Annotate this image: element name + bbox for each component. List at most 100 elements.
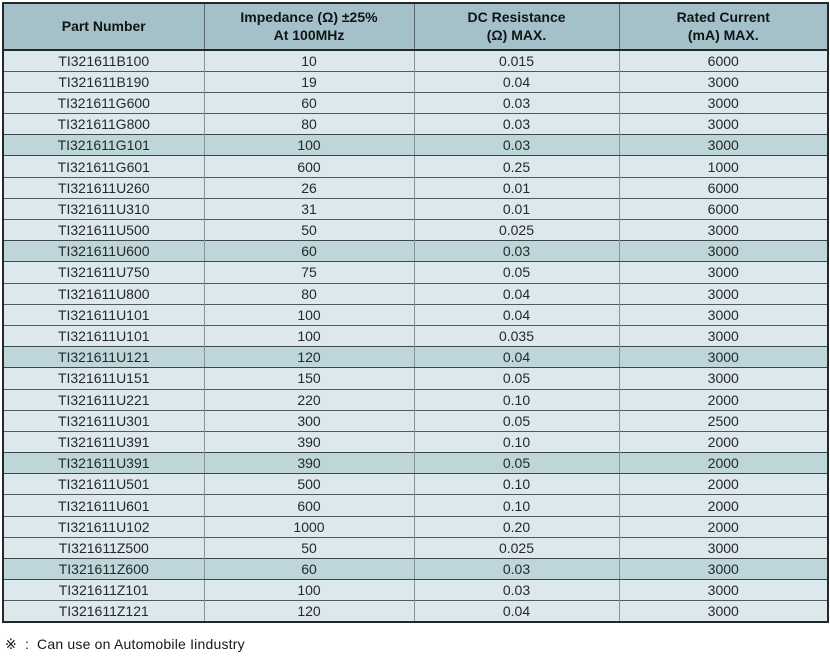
cell-part-number: TI321611U501 [3,473,204,495]
cell-dc-resistance: 0.03 [413,91,619,114]
cell-part-number: TI321611U301 [3,409,204,432]
cell-rated-current: 6000 [618,49,828,72]
table-row: TI321611U391 390 0.05 2000 [3,452,828,475]
cell-part-number: TI321611Z101 [3,579,204,601]
cell-rated-current: 3000 [618,218,828,241]
cell-impedance: 10 [203,49,414,72]
reference-mark-symbol: ※ [5,636,17,652]
cell-part-number: TI321611U601 [3,494,204,517]
cell-dc-resistance: 0.10 [413,473,619,495]
cell-rated-current: 2000 [618,388,828,411]
table-row: TI321611U221 220 0.10 2000 [3,388,828,411]
cell-part-number: TI321611U221 [3,388,204,411]
header-line: DC Resistance [467,9,566,25]
cell-impedance: 1000 [203,515,414,538]
cell-impedance: 50 [203,536,414,559]
table-row: TI321611U101 100 0.035 3000 [3,324,828,347]
header-row: Part Number Impedance (Ω) ±25% At 100MHz… [3,3,828,51]
cell-rated-current: 3000 [618,557,828,581]
cell-dc-resistance: 0.025 [413,536,619,559]
cell-part-number: TI321611B100 [3,49,204,72]
cell-impedance: 220 [203,388,414,411]
cell-part-number: TI321611B190 [3,70,204,93]
cell-impedance: 100 [203,134,414,157]
cell-dc-resistance: 0.04 [413,282,619,305]
cell-impedance: 31 [203,197,414,220]
cell-impedance: 500 [203,473,414,495]
cell-dc-resistance: 0.05 [413,261,619,284]
cell-impedance: 60 [203,240,414,263]
cell-dc-resistance: 0.035 [413,324,619,347]
table-row: TI321611Z101 100 0.03 3000 [3,579,828,601]
cell-dc-resistance: 0.05 [413,452,619,475]
cell-part-number: TI321611U121 [3,346,204,369]
cell-part-number: TI321611U800 [3,282,204,305]
table-row: TI321611U301 300 0.05 2500 [3,409,828,432]
cell-dc-resistance: 0.03 [413,240,619,263]
cell-impedance: 100 [203,303,414,326]
cell-rated-current: 3000 [618,579,828,601]
cell-part-number: TI321611U101 [3,324,204,347]
cell-impedance: 600 [203,494,414,517]
cell-part-number: TI321611U391 [3,430,204,453]
cell-part-number: TI321611G800 [3,113,204,135]
table-row: TI321611B100 10 0.015 6000 [3,49,828,72]
cell-impedance: 19 [203,70,414,93]
cell-impedance: 100 [203,579,414,601]
cell-part-number: TI321611G600 [3,91,204,114]
table-row: TI321611U800 80 0.04 3000 [3,282,828,305]
cell-impedance: 390 [203,430,414,453]
cell-rated-current: 3000 [618,70,828,93]
cell-rated-current: 3000 [618,240,828,263]
cell-part-number: TI321611U391 [3,452,204,475]
table-row: TI321611U151 150 0.05 3000 [3,367,828,389]
table-row: TI321611U750 75 0.05 3000 [3,261,828,284]
column-header-part-number: Part Number [3,3,204,51]
table-row: TI321611U121 120 0.04 3000 [3,346,828,369]
cell-impedance: 50 [203,218,414,241]
header-line: Impedance (Ω) ±25% [240,9,378,25]
cell-impedance: 80 [203,282,414,305]
spec-table: Part Number Impedance (Ω) ±25% At 100MHz… [2,2,829,624]
cell-impedance: 600 [203,155,414,178]
footnote: ※: Can use on Automobile Iindustry [5,636,245,653]
cell-rated-current: 6000 [618,176,828,199]
table-row: TI321611U101 100 0.04 3000 [3,303,828,326]
cell-rated-current: 3000 [618,91,828,114]
cell-part-number: TI321611U102 [3,515,204,538]
cell-impedance: 26 [203,176,414,199]
header-line: (Ω) MAX. [486,26,547,43]
footnote-text: Can use on Automobile Iindustry [37,636,245,652]
cell-rated-current: 2000 [618,430,828,453]
cell-dc-resistance: 0.25 [413,155,619,178]
cell-rated-current: 3000 [618,134,828,157]
header-line: At 100MHz [273,26,345,43]
table-row: TI321611U102 1000 0.20 2000 [3,515,828,538]
cell-dc-resistance: 0.04 [413,303,619,326]
cell-part-number: TI321611Z600 [3,557,204,581]
cell-dc-resistance: 0.015 [413,49,619,72]
cell-rated-current: 2000 [618,473,828,495]
cell-dc-resistance: 0.03 [413,113,619,135]
cell-dc-resistance: 0.03 [413,557,619,581]
cell-part-number: TI321611Z121 [3,600,204,623]
cell-part-number: TI321611Z500 [3,536,204,559]
cell-rated-current: 2500 [618,409,828,432]
cell-dc-resistance: 0.05 [413,409,619,432]
cell-rated-current: 3000 [618,282,828,305]
footnote-separator: : [24,636,30,652]
cell-impedance: 75 [203,261,414,284]
cell-dc-resistance: 0.05 [413,367,619,389]
cell-dc-resistance: 0.01 [413,197,619,220]
cell-dc-resistance: 0.03 [413,134,619,157]
header-line: (mA) MAX. [687,26,759,43]
header-line: Part Number [61,17,146,34]
cell-rated-current: 3000 [618,113,828,135]
cell-impedance: 120 [203,600,414,623]
table-body: TI321611B100 10 0.015 6000 TI321611B190 … [3,49,828,623]
cell-dc-resistance: 0.10 [413,388,619,411]
cell-rated-current: 3000 [618,536,828,559]
cell-dc-resistance: 0.025 [413,218,619,241]
cell-dc-resistance: 0.04 [413,600,619,623]
